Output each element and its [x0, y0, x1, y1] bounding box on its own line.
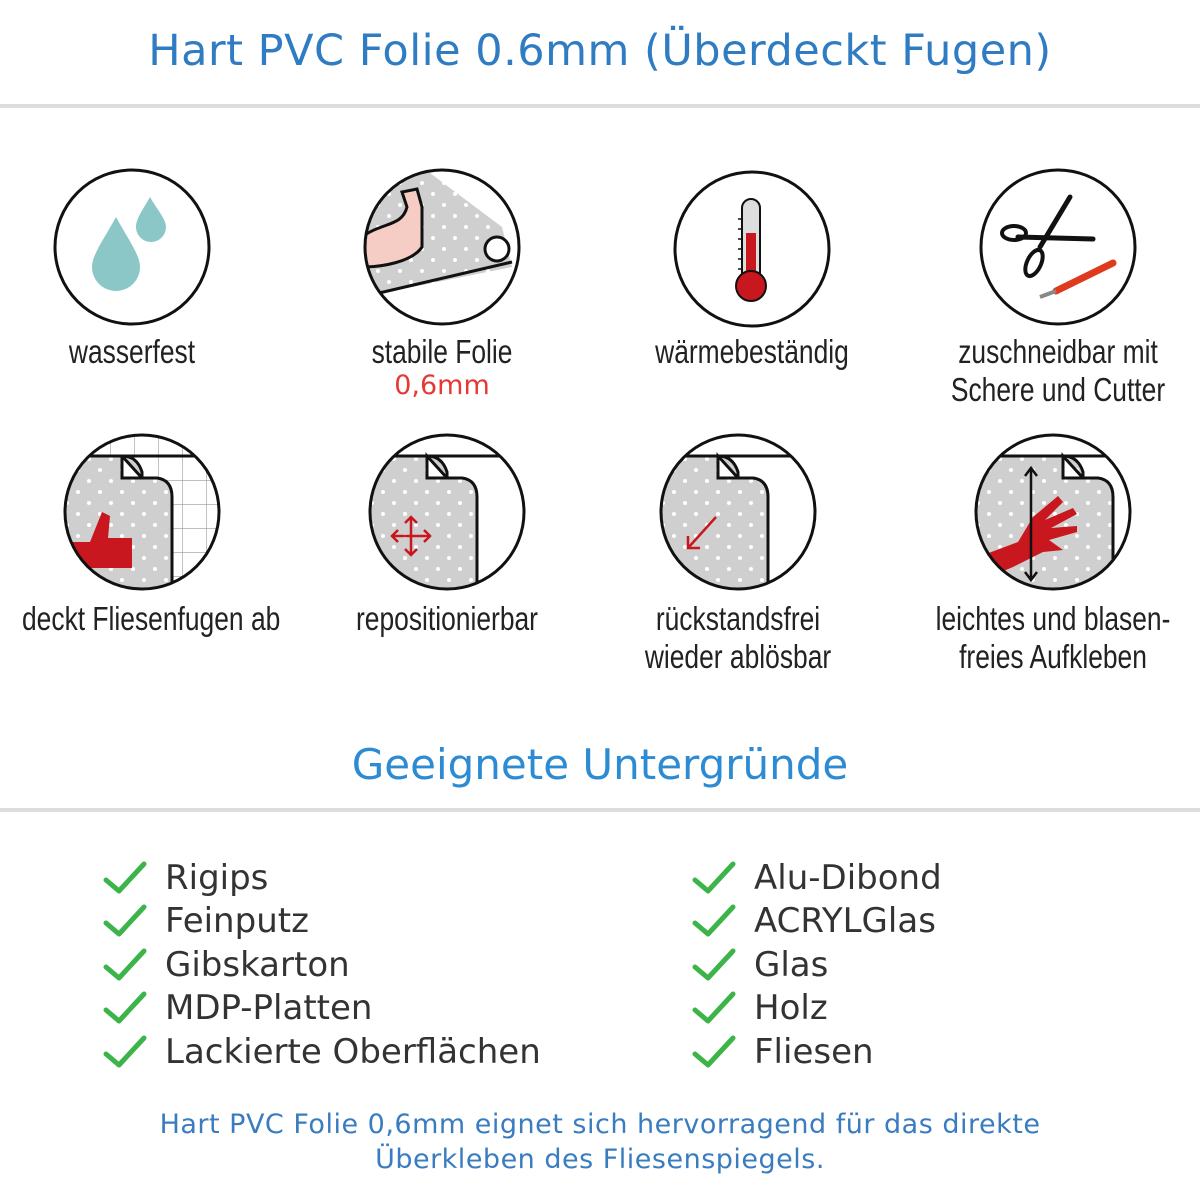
- surfaces-list-left: Rigips Feinputz Gibskarton MDP-Platten L…: [103, 856, 541, 1074]
- feature-label: wärmebeständig: [655, 333, 849, 370]
- check-icon: [103, 947, 147, 983]
- scissors-cutter-icon: [979, 168, 1137, 326]
- feature-wasserfest: wasserfest: [0, 167, 282, 371]
- peel-off-icon: [659, 433, 817, 591]
- list-item-label: Fliesen: [754, 1031, 874, 1072]
- feature-zuschneidbar: zuschneidbar mit Schere und Cutter: [908, 167, 1200, 409]
- list-item: Lackierte Oberflächen: [103, 1030, 541, 1074]
- feature-stabile-folie: stabile Folie 0,6mm: [292, 167, 592, 401]
- check-icon: [692, 990, 736, 1026]
- feature-repositionierbar: repositionierbar: [297, 432, 597, 638]
- check-icon: [103, 903, 147, 939]
- feature-label: stabile Folie: [371, 333, 513, 370]
- feature-label: zuschneidbar mit: [958, 333, 1158, 370]
- list-item: ACRYLGlas: [692, 900, 942, 944]
- divider: [0, 808, 1200, 812]
- feature-label: deckt Fliesenfugen ab: [22, 600, 281, 637]
- list-item: Glas: [692, 943, 942, 987]
- feature-waermebestaendig: wärmebeständig: [602, 169, 902, 371]
- list-item: Gibskarton: [103, 943, 541, 987]
- list-item-label: Lackierte Oberflächen: [165, 1031, 541, 1072]
- list-item: Rigips: [103, 856, 541, 900]
- list-item-label: ACRYLGlas: [754, 901, 936, 942]
- list-item: Fliesen: [692, 1030, 942, 1074]
- check-icon: [692, 903, 736, 939]
- feature-blasenfrei: leichtes und blasen- freies Aufkleben: [903, 432, 1200, 676]
- thermometer-icon: [673, 170, 831, 328]
- surfaces-list-right: Alu-Dibond ACRYLGlas Glas Holz Fliesen: [692, 856, 942, 1074]
- footer-note: Hart PVC Folie 0,6mm eignet sich hervorr…: [0, 1107, 1200, 1177]
- strong-arm-icon: [363, 168, 521, 326]
- feature-sublabel: 0,6mm: [394, 370, 490, 401]
- hand-smooth-icon: [974, 433, 1132, 591]
- divider: [0, 104, 1200, 108]
- list-item: MDP-Platten: [103, 987, 541, 1031]
- footer-line-1: Hart PVC Folie 0,6mm eignet sich hervorr…: [159, 1109, 1041, 1140]
- check-icon: [103, 990, 147, 1026]
- list-item: Feinputz: [103, 900, 541, 944]
- section-title: Geeignete Untergründe: [351, 740, 849, 789]
- check-icon: [692, 947, 736, 983]
- water-drops-icon: [53, 168, 211, 326]
- list-item-label: Holz: [754, 988, 828, 1029]
- feature-label: repositionierbar: [356, 600, 538, 637]
- feature-deckt-fugen: deckt Fliesenfugen ab: [0, 432, 292, 638]
- feature-label: leichtes und blasen-: [935, 600, 1171, 637]
- list-item-label: MDP-Platten: [165, 988, 373, 1029]
- footer-line-2: Überkleben des Fliesenspiegels.: [375, 1144, 825, 1175]
- page-title: Hart PVC Folie 0.6mm (Überdeckt Fugen): [148, 26, 1052, 76]
- check-icon: [692, 860, 736, 896]
- thumbs-up-tiles-icon: [63, 433, 221, 591]
- feature-label: wasserfest: [68, 333, 196, 370]
- list-item: Holz: [692, 987, 942, 1031]
- list-item: Alu-Dibond: [692, 856, 942, 900]
- check-icon: [103, 1034, 147, 1070]
- list-item-label: Feinputz: [165, 901, 309, 942]
- list-item-label: Alu-Dibond: [754, 857, 942, 898]
- list-item-label: Rigips: [165, 857, 269, 898]
- feature-label: rückstandsfrei: [655, 600, 821, 637]
- feature-rueckstandsfrei: rückstandsfrei wieder ablösbar: [588, 432, 888, 676]
- feature-label-line2: Schere und Cutter: [950, 371, 1166, 408]
- check-icon: [692, 1034, 736, 1070]
- feature-label-line2: wieder ablösbar: [644, 638, 832, 675]
- check-icon: [103, 860, 147, 896]
- feature-label-line2: freies Aufkleben: [959, 638, 1147, 675]
- move-arrows-icon: [368, 433, 526, 591]
- list-item-label: Glas: [754, 944, 829, 985]
- list-item-label: Gibskarton: [165, 944, 350, 985]
